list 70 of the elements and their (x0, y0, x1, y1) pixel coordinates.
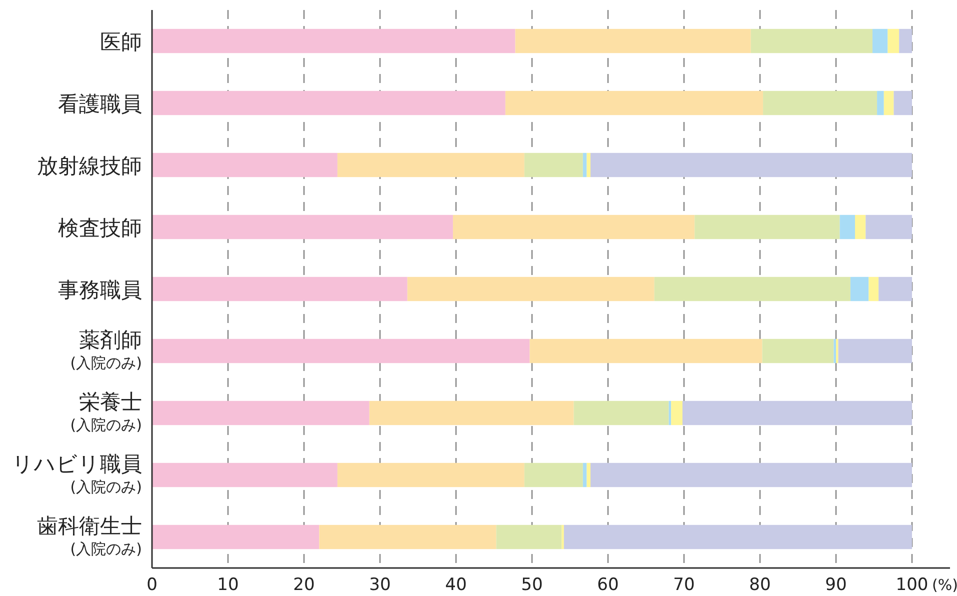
bar (838, 338, 912, 364)
x-tick-label: 60 (597, 575, 619, 595)
bar (682, 400, 912, 426)
bar (762, 338, 834, 364)
bar (586, 152, 591, 178)
bar (369, 400, 574, 426)
bar (524, 462, 583, 488)
y-tick-label: 検査技師 (58, 216, 142, 240)
bar (694, 214, 840, 240)
bar (152, 462, 338, 488)
bar (878, 276, 912, 302)
bar (407, 276, 654, 302)
x-tick-label: 90 (825, 575, 847, 595)
y-tick-label: リハビリ職員 (入院のみ) (12, 452, 142, 496)
bar (590, 152, 912, 178)
bar (152, 338, 530, 364)
bar (868, 276, 879, 302)
bar (152, 400, 370, 426)
bar (452, 214, 695, 240)
y-tick-label: 薬剤師 (入院のみ) (70, 328, 142, 372)
bar (840, 214, 855, 240)
x-tick-label: 30 (369, 575, 391, 595)
x-axis-title: (%) (932, 576, 957, 594)
x-tick-label: 50 (521, 575, 543, 595)
bar (152, 524, 320, 550)
x-tick-label: 70 (673, 575, 695, 595)
x-tick-label: 20 (293, 575, 315, 595)
bar (564, 524, 912, 550)
bar (894, 90, 912, 116)
bar (496, 524, 562, 550)
bar (152, 214, 453, 240)
x-tick-label: 10 (217, 575, 239, 595)
bar (855, 214, 866, 240)
x-tick-label: 80 (749, 575, 771, 595)
bar (574, 400, 669, 426)
bar (505, 90, 764, 116)
y-tick-label: 放射線技師 (37, 154, 142, 178)
bar (515, 28, 751, 54)
bar (582, 152, 587, 178)
bar (872, 28, 888, 54)
bar (590, 462, 912, 488)
y-tick-label: 看護職員 (58, 92, 142, 116)
bar (524, 152, 583, 178)
x-tick-label: 40 (445, 575, 467, 595)
bar (530, 338, 762, 364)
bar (899, 28, 912, 54)
bar (850, 276, 869, 302)
bar (866, 214, 912, 240)
y-tick-label: 医師 (100, 30, 142, 54)
bar (654, 276, 850, 302)
bar (152, 276, 408, 302)
bar (582, 462, 587, 488)
y-tick-label: 歯科衛生士 (入院のみ) (37, 514, 142, 558)
bar (152, 90, 506, 116)
bar (152, 152, 338, 178)
bar (877, 90, 884, 116)
bar (337, 152, 524, 178)
bar (750, 28, 872, 54)
bar (671, 400, 682, 426)
bar (884, 90, 894, 116)
bar (337, 462, 524, 488)
y-tick-label: 事務職員 (58, 278, 142, 302)
y-tick-label: 栄養士 (入院のみ) (70, 390, 142, 434)
bar (319, 524, 496, 550)
bar (586, 462, 591, 488)
bar (152, 28, 516, 54)
x-tick-label: 100 (896, 575, 928, 595)
x-tick-label: 0 (146, 575, 158, 595)
bar (763, 90, 878, 116)
bar (888, 28, 900, 54)
